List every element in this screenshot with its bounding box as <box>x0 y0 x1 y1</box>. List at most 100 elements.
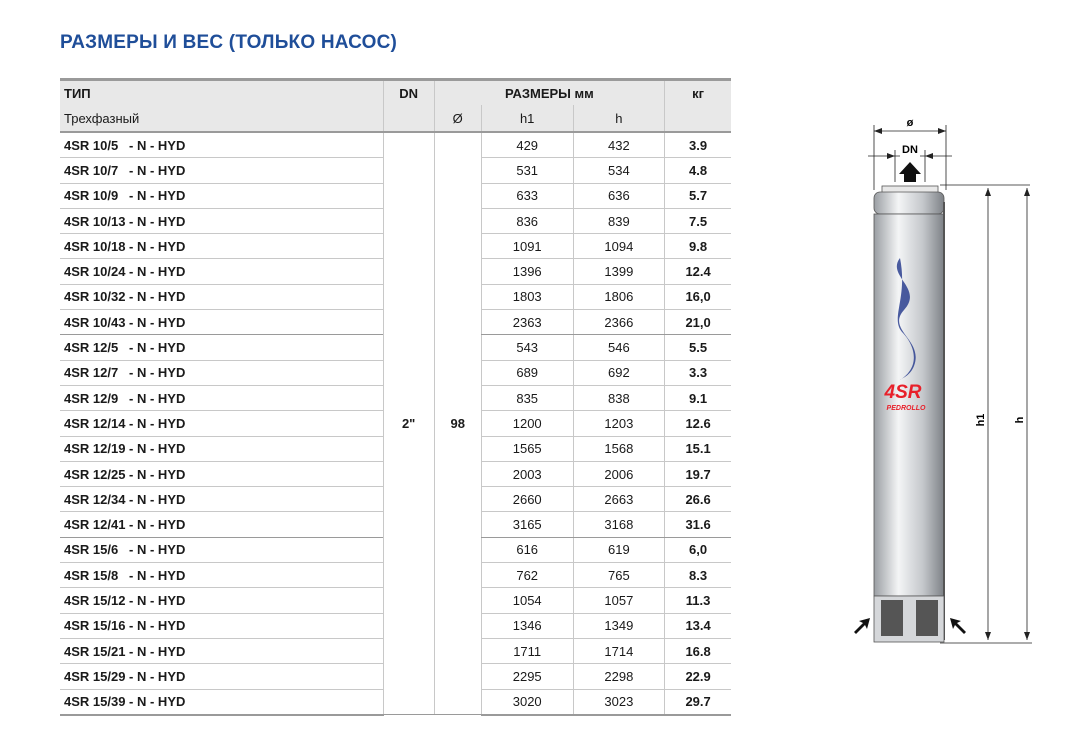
table-row: 4SR 12/25 - N - HYD 2003 2006 19.7 <box>60 461 731 488</box>
h1-value: 2660 <box>480 486 573 513</box>
pump-type: 4SR 10/13 - N - HYD <box>60 208 384 235</box>
h1-value: 531 <box>480 157 573 184</box>
pump-body <box>873 213 945 597</box>
pump-type: 4SR 15/39 - N - HYD <box>60 689 384 716</box>
h-value: 1399 <box>572 258 665 285</box>
h-value: 534 <box>572 157 665 184</box>
pump-type: 4SR 10/7 - N - HYD <box>60 157 384 184</box>
pump-type: 4SR 12/14 - N - HYD <box>60 410 384 437</box>
weight-value: 5.5 <box>664 334 731 361</box>
weight-value: 13.4 <box>664 613 731 639</box>
header-diameter: Ø <box>433 105 482 133</box>
h-value: 2366 <box>572 309 665 336</box>
weight-value: 16.8 <box>664 638 731 665</box>
weight-value: 12.6 <box>664 410 731 437</box>
table-row: 4SR 12/41 - N - HYD 3165 3168 31.6 <box>60 511 731 538</box>
h1-value: 1711 <box>480 638 573 665</box>
weight-value: 9.1 <box>664 385 731 412</box>
pump-type: 4SR 10/32 - N - HYD <box>60 284 384 311</box>
dn-value: 2" <box>382 132 435 716</box>
table-row: 4SR 15/39 - N - HYD 3020 3023 29.7 <box>60 689 731 716</box>
table-row: 4SR 15/12 - N - HYD 1054 1057 11.3 <box>60 587 731 614</box>
weight-value: 26.6 <box>664 486 731 513</box>
table-row: 4SR 15/16 - N - HYD 1346 1349 13.4 <box>60 613 731 639</box>
dimensions-table: ТИП DN РАЗМЕРЫ мм кг Трехфазный Ø h1 h 4… <box>60 78 731 716</box>
table-row: 4SR 12/19 - N - HYD 1565 1568 15.1 <box>60 436 731 462</box>
header-row: ТИП DN РАЗМЕРЫ мм кг <box>60 78 731 105</box>
h1-value: 1091 <box>480 233 573 260</box>
h-value: 1349 <box>572 613 665 639</box>
weight-value: 9.8 <box>664 233 731 260</box>
table-row: 4SR 10/9 - N - HYD 633 636 5.7 <box>60 183 731 209</box>
pump-type: 4SR 12/19 - N - HYD <box>60 436 384 462</box>
h-value: 765 <box>572 562 665 589</box>
pump-drawing: ø DN 4SR PEDROLLO h1 h <box>854 117 1032 644</box>
header-kg: кг <box>664 78 731 105</box>
table-row: 4SR 10/5 - N - HYD 2" 98 429 432 3.9 <box>60 132 731 716</box>
h1-value: 836 <box>480 208 573 235</box>
pump-type: 4SR 12/41 - N - HYD <box>60 511 384 538</box>
h-value: 1094 <box>572 233 665 260</box>
pump-type: 4SR 12/7 - N - HYD <box>60 360 384 386</box>
h1-value: 1200 <box>480 410 573 437</box>
weight-value: 12.4 <box>664 258 731 285</box>
header-type: ТИП <box>60 78 384 105</box>
table-row: 4SR 10/18 - N - HYD 1091 1094 9.8 <box>60 233 731 260</box>
h1-value: 429 <box>480 132 573 159</box>
weight-value: 4.8 <box>664 157 731 184</box>
page-title: РАЗМЕРЫ И ВЕС (ТОЛЬКО НАСОС) <box>60 32 398 53</box>
table-row: 4SR 15/8 - N - HYD 762 765 8.3 <box>60 562 731 589</box>
pump-type: 4SR 12/9 - N - HYD <box>60 385 384 412</box>
h1-value: 2295 <box>480 663 573 690</box>
weight-value: 5.7 <box>664 183 731 209</box>
h-value: 839 <box>572 208 665 235</box>
h1-value: 1054 <box>480 587 573 614</box>
table-row: 4SR 15/21 - N - HYD 1711 1714 16.8 <box>60 638 731 665</box>
h-value: 3168 <box>572 511 665 538</box>
h-value: 1568 <box>572 436 665 462</box>
pump-type: 4SR 12/34 - N - HYD <box>60 486 384 513</box>
weight-value: 11.3 <box>664 587 731 614</box>
weight-value: 19.7 <box>664 461 731 488</box>
pump-type: 4SR 10/5 - N - HYD <box>60 132 384 159</box>
h1-value: 2003 <box>480 461 573 488</box>
header-blank <box>382 105 435 133</box>
header-h: h <box>572 105 665 133</box>
weight-value: 21,0 <box>664 309 731 336</box>
h1-value: 633 <box>480 183 573 209</box>
h-value: 1806 <box>572 284 665 311</box>
h-value: 636 <box>572 183 665 209</box>
h1-value: 762 <box>480 562 573 589</box>
table-row: 4SR 12/14 - N - HYD 1200 1203 12.6 <box>60 410 731 437</box>
pump-type: 4SR 15/21 - N - HYD <box>60 638 384 665</box>
h1-value: 3165 <box>480 511 573 538</box>
h-value: 692 <box>572 360 665 386</box>
inlet-arrow-icon <box>950 618 966 634</box>
table-row: 4SR 10/7 - N - HYD 531 534 4.8 <box>60 157 731 184</box>
h1-label: h1 <box>975 414 987 427</box>
brand-logo: PEDROLLO <box>887 405 926 412</box>
weight-value: 7.5 <box>664 208 731 235</box>
diameter-value: 98 <box>433 132 482 716</box>
h-value: 2298 <box>572 663 665 690</box>
subheader-row: Трехфазный Ø h1 h <box>60 105 731 133</box>
h-value: 1057 <box>572 587 665 614</box>
logo-swirl <box>896 258 916 380</box>
h1-value: 1565 <box>480 436 573 462</box>
pump-type: 4SR 15/16 - N - HYD <box>60 613 384 639</box>
h-value: 546 <box>572 334 665 361</box>
h-value: 432 <box>572 132 665 159</box>
weight-value: 16,0 <box>664 284 731 311</box>
model-logo: 4SR <box>884 382 922 403</box>
h-value: 1203 <box>572 410 665 437</box>
table-row: 4SR 10/43 - N - HYD 2363 2366 21,0 <box>60 309 731 336</box>
weight-value: 3.3 <box>664 360 731 386</box>
weight-value: 6,0 <box>664 537 731 564</box>
weight-value: 29.7 <box>664 689 731 716</box>
diameter-label: ø <box>907 117 914 129</box>
pump-type: 4SR 15/12 - N - HYD <box>60 587 384 614</box>
h-value: 619 <box>572 537 665 564</box>
dn-label: DN <box>902 144 918 156</box>
pump-type: 4SR 10/18 - N - HYD <box>60 233 384 260</box>
outlet-arrow-icon <box>899 162 921 182</box>
